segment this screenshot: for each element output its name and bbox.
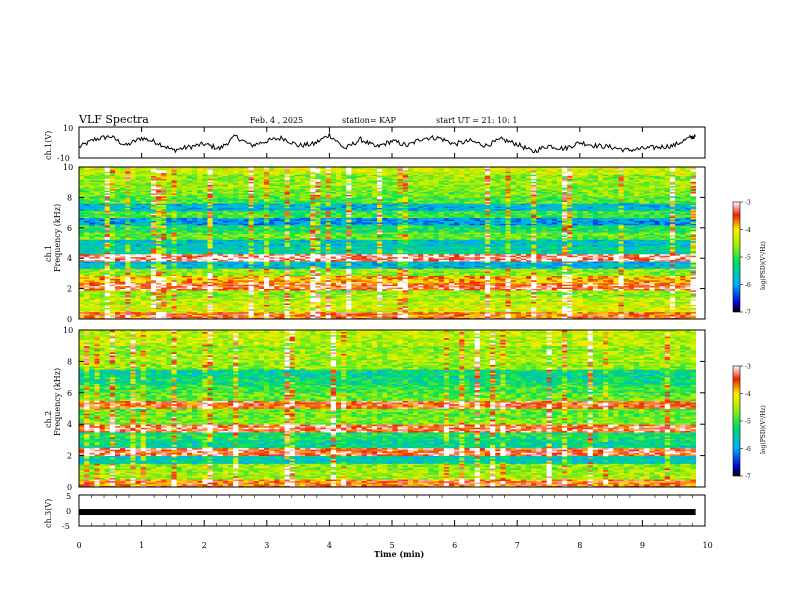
figure-title: VLF Spectra [78, 113, 149, 126]
ch1-ylabel: ch.1(V) [44, 131, 53, 160]
station-label: station= KAP [342, 116, 397, 125]
ch1-ytick-bottom: -10 [57, 154, 70, 163]
start-time-label: start UT = 21: 10: 1 [436, 116, 517, 125]
ch1-spectrogram-cells [79, 167, 696, 319]
ch1-timeseries-panel: 10 -10 ch.1(V) [44, 124, 705, 163]
date-label: Feb. 4 , 2025 [250, 116, 303, 125]
ch1-ytick-top: 10 [63, 124, 73, 133]
